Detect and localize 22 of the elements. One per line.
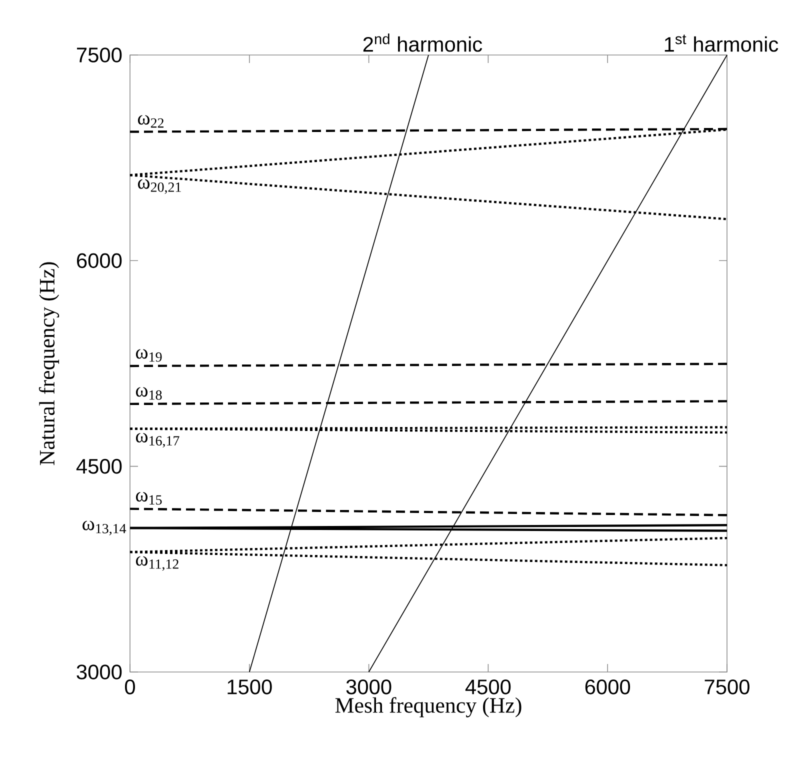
y-tick-label: 7500 [77,48,122,62]
x-tick-label: 4500 [465,680,511,694]
annotation: ω$_{13,14}$ [82,520,126,536]
annotation: ω$_{22}$ [138,115,164,128]
x-tick-label: 0 [124,680,135,694]
y-tick-label: 3000 [76,664,122,680]
annotation: ω$_{16,17}$ [136,432,180,448]
x-tick-label: 7500 [704,680,750,694]
annotation: 2$^{nd}$ harmonic [363,33,482,52]
y-tick-label: 4500 [76,458,122,474]
annotation: ω$_{15}$ [136,492,162,505]
annotation: ω$_{19}$ [136,349,162,362]
x-tick-label: 3000 [346,680,392,694]
x-tick-label: 6000 [585,680,630,694]
annotation: ω$_{18}$ [136,387,162,400]
y-axis-title: Natural frequency (Hz) [38,262,60,466]
x-tick-label: 1500 [228,680,272,694]
annotation: ω$_{20,21}$ [138,179,181,194]
y-tick-label: 6000 [76,253,122,268]
annotation: ω$_{11,12}$ [136,556,178,571]
x-axis-title: Mesh frequency (Hz) [335,697,522,718]
annotation: 1$^{st}$ harmonic [664,34,778,52]
